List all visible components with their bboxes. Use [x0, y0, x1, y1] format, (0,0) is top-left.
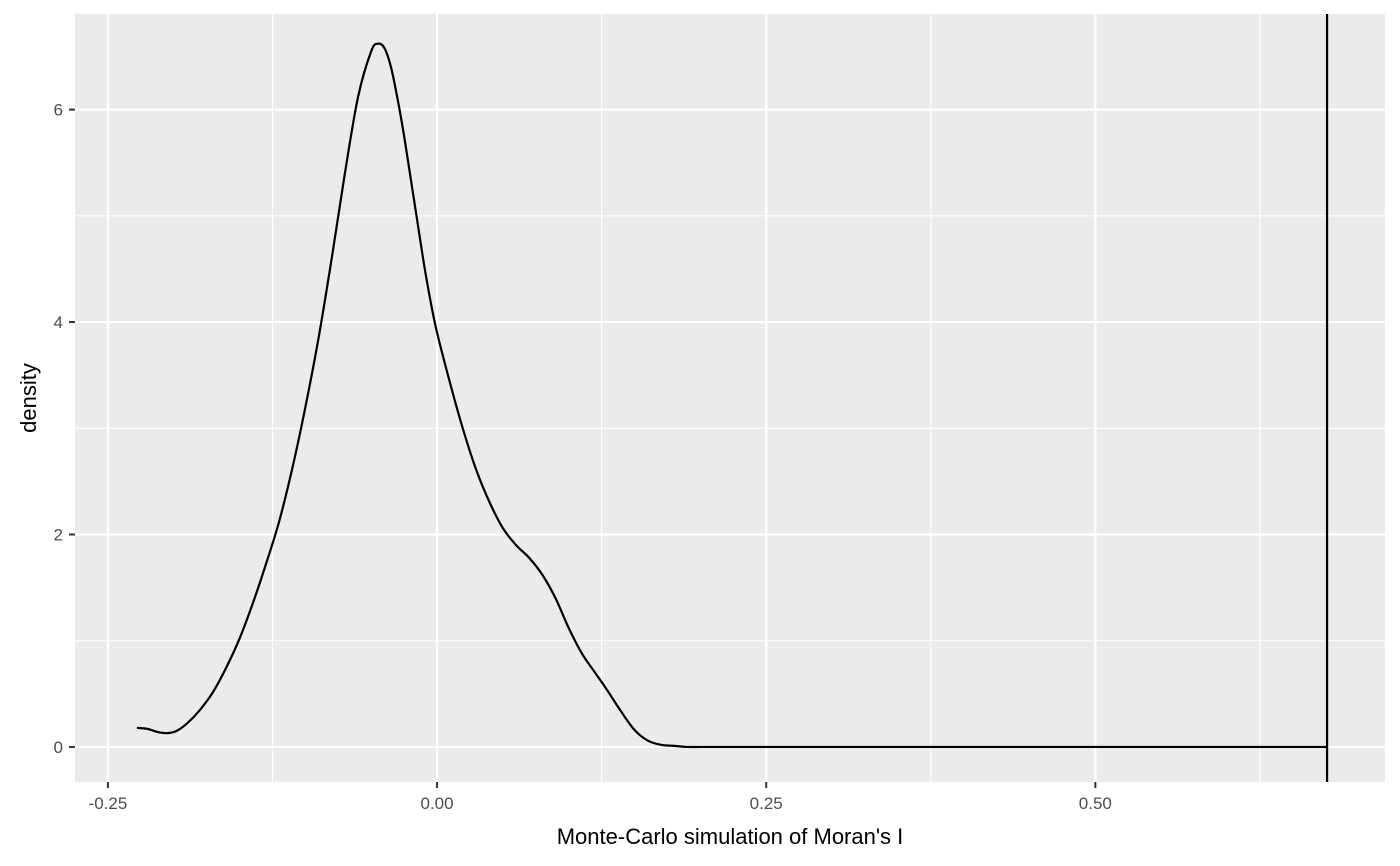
- major-gridlines: [75, 14, 1385, 782]
- y-axis-title: density: [16, 363, 41, 433]
- x-axis-title: Monte-Carlo simulation of Moran's I: [557, 824, 904, 849]
- y-tick-label: 0: [54, 738, 63, 757]
- x-tick-label: 0.25: [750, 794, 783, 813]
- y-tick-label: 2: [54, 525, 63, 544]
- y-tick-label: 4: [54, 313, 63, 332]
- minor-gridlines: [75, 14, 1385, 782]
- x-tick-label: -0.25: [89, 794, 128, 813]
- y-axis: 0 2 4 6: [54, 101, 75, 757]
- y-tick-label: 6: [54, 101, 63, 120]
- series-layer: [136, 42, 1328, 749]
- x-tick-label: 0.50: [1079, 794, 1112, 813]
- x-tick-label: 0.00: [421, 794, 454, 813]
- x-axis: -0.25 0.00 0.25 0.50: [89, 782, 1112, 813]
- density-curve: [136, 42, 1328, 749]
- panel-background: [75, 14, 1385, 782]
